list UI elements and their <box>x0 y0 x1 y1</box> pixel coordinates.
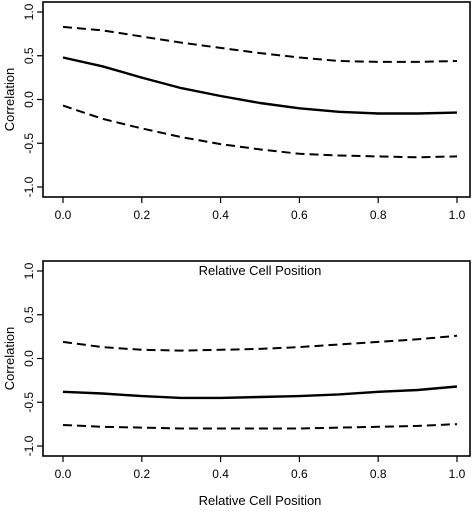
series-line-solid-1 <box>62 56 458 115</box>
y-tick-label: 0.5 <box>22 306 36 323</box>
x-tick-label: 0.8 <box>370 208 387 222</box>
x-tick-label: 0.6 <box>291 208 308 222</box>
y-tick-label: -0.5 <box>22 133 36 154</box>
x-tick-label: 0.8 <box>370 467 387 481</box>
y-tick-label: -0.5 <box>22 392 36 413</box>
y-tick-label: 0.0 <box>22 91 36 108</box>
x-tick-label: 0.0 <box>55 208 72 222</box>
y-tick-label: -1.0 <box>22 176 36 197</box>
x-axis-title: Relative Cell Position <box>199 493 322 508</box>
y-tick-label: -1.0 <box>22 435 36 456</box>
y-tick-label: 1.0 <box>22 3 36 20</box>
chart-panel-2: 0.0 0.2 0.4 0.6 0.8 1.0 -1.0 -0.5 0.0 0.5 1.0 Relat… <box>2 260 471 508</box>
y-tick-label: 1.0 <box>22 262 36 279</box>
x-tick-label: 0.6 <box>291 467 308 481</box>
series-line-dashed-2 <box>62 334 458 352</box>
y-axis-title: Correlation <box>2 327 17 391</box>
x-tick-label: 0.2 <box>133 467 150 481</box>
series-line-dashed-3 <box>62 423 458 430</box>
y-tick-label: 0.5 <box>22 47 36 64</box>
series-line-dashed-3 <box>62 104 458 159</box>
series-line-solid-1 <box>62 385 458 400</box>
x-axis-title: Relative Cell Position <box>199 263 322 278</box>
y-tick-label: 0.0 <box>22 350 36 367</box>
x-tick-label: 0.0 <box>55 467 72 481</box>
x-tick-label: 1.0 <box>449 208 466 222</box>
x-tick-label: 1.0 <box>449 467 466 481</box>
x-tick-label: 0.4 <box>212 467 229 481</box>
series-line-dashed-2 <box>62 25 458 63</box>
x-tick-label: 0.2 <box>133 208 150 222</box>
x-tick-label: 0.4 <box>212 208 229 222</box>
y-axis-title: Correlation <box>2 68 17 132</box>
chart-panel-1: 0.0 0.2 0.4 0.6 0.8 1.0 -1.0 -0.5 0.0 0.5 1.0 Relat… <box>2 1 471 278</box>
